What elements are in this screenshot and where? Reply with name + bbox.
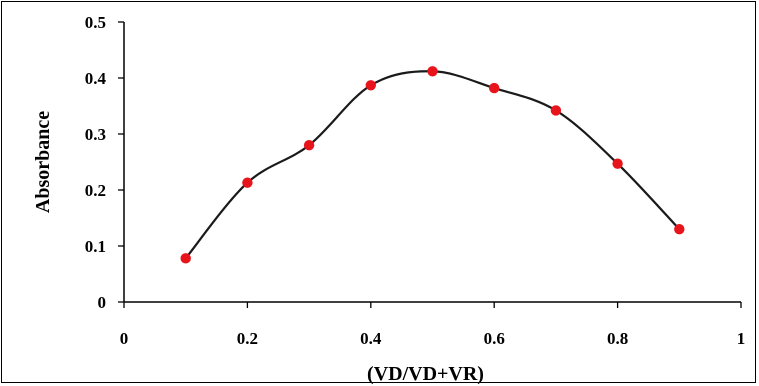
data-point — [674, 224, 685, 235]
x-axis-ticks: 0 0.2 0.4 0.6 0.8 1 — [120, 302, 746, 348]
y-tick-label: 0.5 — [85, 13, 106, 32]
data-point — [365, 80, 376, 91]
x-axis-title: (VD/VD+VR) — [367, 363, 484, 385]
data-point — [550, 105, 562, 116]
series-line — [184, 70, 681, 260]
y-axis-ticks: 0 0.1 0.2 0.3 0.4 0.5 — [85, 13, 124, 312]
y-tick-label: 0.2 — [85, 181, 106, 200]
x-tick-label: 0 — [120, 329, 129, 348]
series-points — [180, 66, 685, 264]
data-point — [612, 158, 623, 169]
y-tick-label: 0.4 — [85, 69, 107, 88]
data-point — [242, 177, 253, 188]
x-tick-label: 0.2 — [237, 329, 258, 348]
y-tick-label: 0 — [98, 293, 107, 312]
x-tick-label: 0.4 — [360, 329, 382, 348]
y-tick-label: 0.3 — [85, 125, 106, 144]
x-tick-label: 1 — [737, 329, 746, 348]
data-point — [303, 140, 315, 151]
x-tick-label: 0.8 — [607, 329, 628, 348]
data-point — [427, 66, 438, 77]
data-point — [489, 82, 500, 94]
y-tick-label: 0.1 — [85, 237, 106, 256]
data-point — [180, 253, 191, 264]
y-axis-title: Absorbance — [32, 111, 54, 213]
x-tick-label: 0.6 — [484, 329, 505, 348]
axes — [123, 22, 741, 303]
